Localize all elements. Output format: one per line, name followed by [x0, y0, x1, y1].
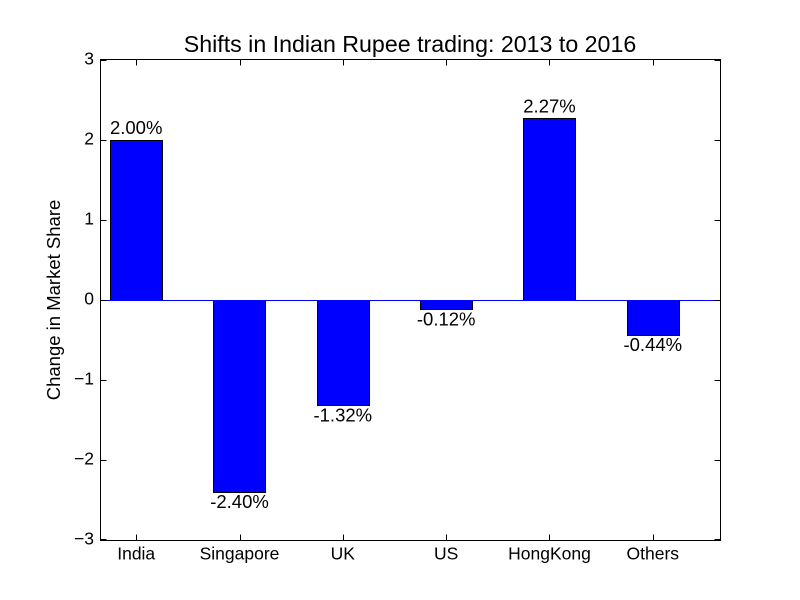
svg-text:HongKong: HongKong [508, 544, 591, 564]
svg-text:US: US [434, 544, 458, 564]
svg-text:-2.40%: -2.40% [210, 491, 269, 512]
svg-text:Others: Others [627, 544, 680, 564]
svg-text:UK: UK [331, 544, 356, 564]
svg-text:Shifts in Indian Rupee trading: Shifts in Indian Rupee trading: 2013 to … [184, 31, 637, 57]
svg-text:−3: −3 [74, 529, 94, 549]
svg-text:India: India [117, 544, 155, 564]
svg-text:2.00%: 2.00% [110, 117, 162, 138]
svg-text:2.27%: 2.27% [523, 95, 575, 116]
svg-text:0: 0 [84, 289, 94, 309]
svg-text:1: 1 [84, 209, 94, 229]
svg-text:−1: −1 [74, 369, 94, 389]
svg-text:Singapore: Singapore [200, 544, 280, 564]
svg-text:Change in Market Share: Change in Market Share [43, 200, 64, 401]
svg-text:-0.44%: -0.44% [623, 334, 682, 355]
svg-text:2: 2 [84, 129, 94, 149]
svg-text:3: 3 [84, 49, 94, 69]
svg-text:−2: −2 [74, 449, 94, 469]
svg-text:-0.12%: -0.12% [417, 309, 476, 330]
svg-text:-1.32%: -1.32% [313, 405, 372, 426]
